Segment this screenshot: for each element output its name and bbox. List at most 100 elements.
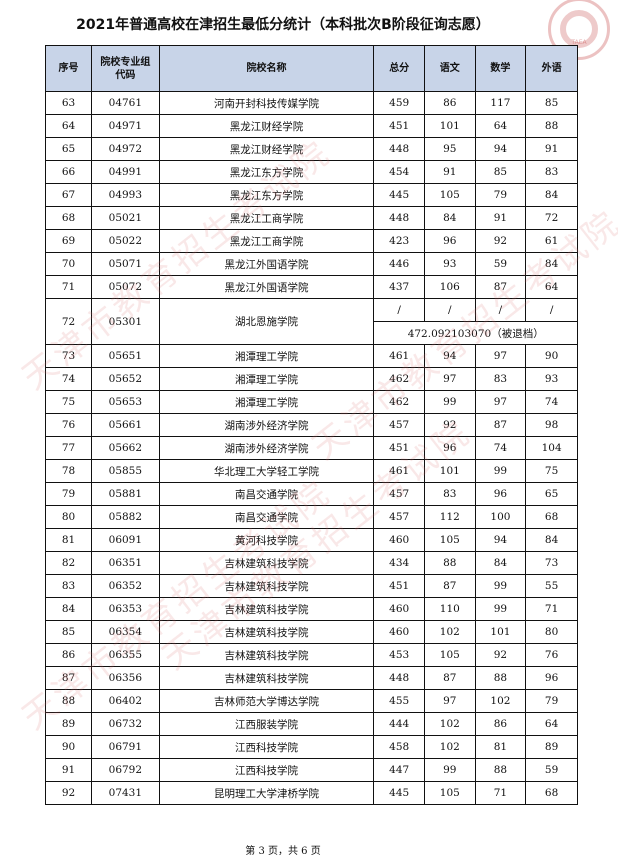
chinese-score: 105 [424,781,476,805]
total-score: / [373,298,425,322]
table-row: 81 06091 黄河科技学院 460 105 94 84 [44,528,578,552]
group-code: 05881 [91,482,160,506]
total-score: 451 [373,574,425,598]
table-row: 83 06352 吉林建筑科技学院 451 87 99 55 [44,574,578,598]
row-index: 68 [44,206,93,230]
table-row: 65 04972 黑龙江财经学院 448 95 94 91 [44,137,578,161]
total-score: 423 [373,229,425,253]
school-name: 吉林建筑科技学院 [158,666,375,690]
math-score: 117 [474,91,527,115]
table-row: 82 06351 吉林建筑科技学院 434 88 84 73 [44,551,578,575]
table-row: 76 05661 湖南涉外经济学院 457 92 87 98 [44,413,578,437]
school-name: 湖南涉外经济学院 [158,413,375,437]
row-index: 88 [44,689,93,713]
foreign-score: 68 [525,505,578,529]
chinese-score: 96 [424,436,476,460]
total-score: 458 [373,735,425,759]
foreign-score: 64 [525,275,578,299]
foreign-score: 84 [525,183,578,207]
row-index: 77 [44,436,93,460]
math-score: 64 [474,114,527,138]
table-row: 63 04761 河南开封科技传媒学院 459 86 117 85 [44,91,578,115]
total-score: 460 [373,620,425,644]
chinese-score: 112 [424,505,476,529]
math-score: 92 [474,643,527,667]
math-score: 101 [474,620,527,644]
table-row: 79 05881 南昌交通学院 457 83 96 65 [44,482,578,506]
math-score: 99 [474,574,527,598]
row-index: 65 [44,137,93,161]
table-row: 80 05882 南昌交通学院 457 112 100 68 [44,505,578,529]
foreign-score: 55 [525,574,578,598]
table-row: 86 06355 吉林建筑科技学院 453 105 92 76 [44,643,578,667]
school-name: 昆明理工大学津桥学院 [158,781,375,805]
chinese-score: 102 [424,735,476,759]
table-row: 85 06354 吉林建筑科技学院 460 102 101 80 [44,620,578,644]
row-index: 64 [44,114,93,138]
row-index: 90 [44,735,93,759]
foreign-score: 89 [525,735,578,759]
school-name: 湘潭理工学院 [158,344,375,368]
row-index: 76 [44,413,93,437]
foreign-score: 84 [525,252,578,276]
table-row: 66 04991 黑龙江东方学院 454 91 85 83 [44,160,578,184]
math-score: 91 [474,206,527,230]
math-score: 87 [474,413,527,437]
table-row: 92 07431 昆明理工大学津桥学院 445 105 71 68 [44,781,578,805]
school-name: 湘潭理工学院 [158,367,375,391]
table-row: 74 05652 湘潭理工学院 462 97 83 93 [44,367,578,391]
total-score: 448 [373,666,425,690]
school-name: 黑龙江财经学院 [158,137,375,161]
math-score: / [474,298,527,322]
table-row: 73 05651 湘潭理工学院 461 94 97 90 [44,344,578,368]
foreign-score: 79 [525,689,578,713]
group-code: 05882 [91,505,160,529]
school-name: 黑龙江东方学院 [158,160,375,184]
score-table: 序号 院校专业组代码 院校名称 总分 语文 数学 外语 63 04761 河南开封科… [44,45,578,805]
chinese-score: 93 [424,252,476,276]
chinese-score: / [424,298,476,322]
chinese-score: 110 [424,597,476,621]
row-index: 81 [44,528,93,552]
school-name: 吉林建筑科技学院 [158,597,375,621]
group-code: 05651 [91,344,160,368]
table-row: 88 06402 吉林师范大学博达学院 455 97 102 79 [44,689,578,713]
school-name: 南昌交通学院 [158,505,375,529]
total-score: 453 [373,643,425,667]
school-name: 黑龙江工商学院 [158,229,375,253]
row-index: 67 [44,183,93,207]
row-index: 85 [44,620,93,644]
group-code: 05662 [91,436,160,460]
chinese-score: 105 [424,528,476,552]
group-code: 06402 [91,689,160,713]
foreign-score: 88 [525,114,578,138]
row-index: 83 [44,574,93,598]
total-score: 448 [373,137,425,161]
school-name: 黑龙江工商学院 [158,206,375,230]
total-score: 460 [373,528,425,552]
row-index: 79 [44,482,93,506]
school-name: 黑龙江外国语学院 [158,252,375,276]
chinese-score: 86 [424,91,476,115]
chinese-score: 95 [424,137,476,161]
group-code: 05022 [91,229,160,253]
foreign-score: 75 [525,459,578,483]
foreign-score: 76 [525,643,578,667]
group-code: 05071 [91,252,160,276]
row-index: 84 [44,597,93,621]
math-score: 86 [474,712,527,736]
chinese-score: 101 [424,114,476,138]
chinese-score: 84 [424,206,476,230]
chinese-score: 102 [424,712,476,736]
math-score: 74 [474,436,527,460]
total-score: 451 [373,114,425,138]
col-header-index: 序号 [44,45,93,92]
math-score: 102 [474,689,527,713]
col-header-school: 院校名称 [158,45,375,92]
col-header-total: 总分 [373,45,425,92]
page-number: 第 3 页，共 6 页 [245,846,321,857]
math-score: 87 [474,275,527,299]
foreign-score: 104 [525,436,578,460]
math-score: 81 [474,735,527,759]
table-row-note: 472.092103070（被退档） [46,321,578,345]
